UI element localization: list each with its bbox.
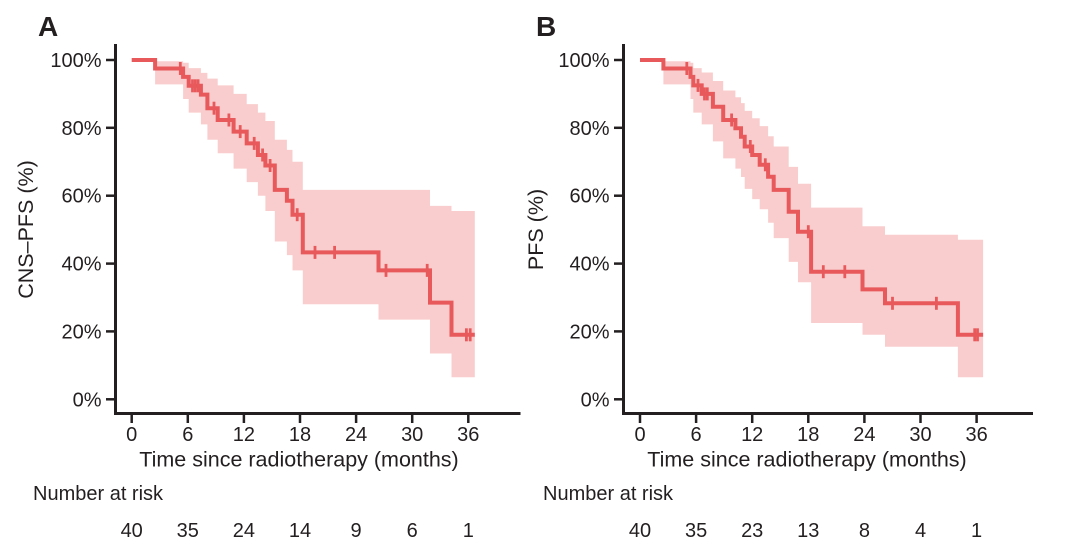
number-at-risk-value: 35	[685, 520, 707, 542]
number-at-risk-value: 40	[629, 520, 651, 542]
confidence-band	[155, 61, 475, 378]
y-tick-label: 40%	[569, 254, 609, 276]
y-tick-label: 40%	[61, 254, 101, 276]
y-tick-label: 0%	[581, 389, 610, 411]
y-tick-label: 100%	[50, 50, 101, 72]
panel-b-letter: B	[536, 11, 556, 42]
x-tick-label: 24	[345, 424, 367, 446]
x-tick-label: 18	[797, 424, 819, 446]
number-at-risk-value: 35	[177, 520, 199, 542]
x-tick-label: 12	[741, 424, 763, 446]
km-curve	[131, 58, 475, 337]
x-tick-label: 30	[909, 424, 931, 446]
panel-b-plot-area: 0% 20% 40% 60% 80% 100% 0 6 12 18 24 30 36 40 35 23 13 8 4…	[558, 44, 1033, 542]
panel-a-letter: A	[38, 11, 58, 42]
number-at-risk-value: 40	[121, 520, 143, 542]
y-tick-label: 60%	[61, 186, 101, 208]
number-at-risk-value: 4	[915, 520, 926, 542]
y-tick-label: 60%	[569, 186, 609, 208]
panel-b: B PFS (%) Time since radiotherapy (month…	[524, 11, 1033, 542]
number-at-risk-value: 23	[741, 520, 763, 542]
y-tick-label: 20%	[569, 321, 609, 343]
panel-a-plot-area: 0% 20% 40% 60% 80% 100% 0 6 12 18 24 30 36 40 35 24 14 9 6…	[50, 44, 521, 542]
number-at-risk-value: 24	[233, 520, 255, 542]
panel-a-number-at-risk-label: Number at risk	[33, 483, 164, 505]
number-at-risk-value: 1	[971, 520, 982, 542]
y-tick-label: 100%	[558, 50, 609, 72]
number-at-risk-value: 9	[351, 520, 362, 542]
x-tick-label: 18	[289, 424, 311, 446]
y-tick-label: 0%	[73, 389, 102, 411]
panel-b-number-at-risk-label: Number at risk	[543, 483, 674, 505]
panel-b-y-axis-title: PFS (%)	[524, 189, 548, 270]
x-tick-label: 30	[401, 424, 423, 446]
y-tick-label: 80%	[569, 118, 609, 140]
x-tick-label: 24	[853, 424, 875, 446]
y-tick-label: 20%	[61, 321, 101, 343]
x-tick-label: 0	[634, 424, 645, 446]
panel-a-x-axis-title: Time since radiotherapy (months)	[139, 448, 458, 472]
x-tick-label: 36	[965, 424, 987, 446]
number-at-risk-value: 1	[463, 520, 474, 542]
x-tick-label: 6	[691, 424, 702, 446]
panel-a-y-axis-title: CNS–PFS (%)	[14, 160, 38, 299]
panel-b-x-axis-title: Time since radiotherapy (months)	[647, 448, 966, 472]
x-tick-label: 6	[182, 424, 193, 446]
number-at-risk-value: 14	[289, 520, 311, 542]
y-tick-label: 80%	[61, 118, 101, 140]
x-tick-label: 36	[457, 424, 479, 446]
x-tick-label: 0	[126, 424, 137, 446]
number-at-risk-value: 13	[797, 520, 819, 542]
number-at-risk-value: 8	[859, 520, 870, 542]
number-at-risk-value: 6	[407, 520, 418, 542]
panel-a: A CNS–PFS (%) Time since radiotherapy (m…	[14, 11, 521, 542]
x-tick-label: 12	[233, 424, 255, 446]
